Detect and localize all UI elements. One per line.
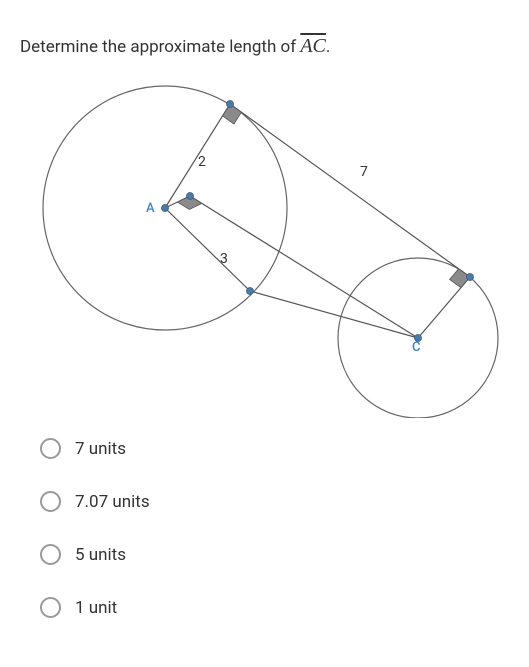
radio-icon (40, 438, 61, 459)
svg-text:3: 3 (220, 251, 228, 267)
radio-icon (40, 597, 61, 618)
svg-text:A: A (146, 201, 155, 216)
answer-options: 7 units 7.07 units 5 units 1 unit (20, 438, 509, 618)
option-label: 7.07 units (75, 492, 150, 512)
geometry-diagram: 2 3 7 A C (20, 68, 509, 418)
option-3[interactable]: 1 unit (40, 597, 509, 618)
radio-icon (40, 544, 61, 565)
option-label: 1 unit (75, 598, 117, 618)
option-0[interactable]: 7 units (40, 438, 509, 459)
question-text: Determine the approximate length of AC. (20, 35, 509, 58)
question-suffix: . (326, 37, 330, 57)
option-label: 7 units (75, 439, 126, 459)
svg-text:2: 2 (198, 154, 206, 170)
option-label: 5 units (75, 545, 126, 565)
svg-text:7: 7 (360, 164, 368, 180)
svg-text:C: C (412, 340, 421, 355)
option-1[interactable]: 7.07 units (40, 491, 509, 512)
segment-AC: AC (300, 35, 326, 57)
question-prefix: Determine the approximate length of (20, 37, 300, 57)
option-2[interactable]: 5 units (40, 544, 509, 565)
radio-icon (40, 491, 61, 512)
